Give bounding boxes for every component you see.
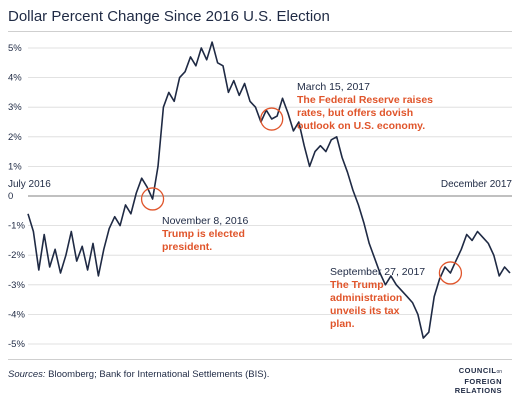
- logo-line-1: COUNCIL: [458, 366, 497, 375]
- y-tick-label: -5%: [8, 339, 25, 350]
- source-text: Bloomberg; Bank for International Settle…: [45, 369, 270, 380]
- logo-line-1-small: on: [496, 369, 502, 375]
- annotation-circle: [438, 261, 463, 285]
- y-tick-label: -4%: [8, 309, 25, 320]
- grid-lines: [28, 47, 512, 345]
- annotation-text: plan.: [330, 318, 355, 330]
- y-tick-label: 1%: [8, 161, 22, 172]
- y-tick-label: -3%: [8, 280, 25, 291]
- cfr-logo: COUNCILon FOREIGN RELATIONS: [455, 366, 502, 395]
- chart-title: Dollar Percent Change Since 2016 U.S. El…: [8, 8, 330, 25]
- annotation-text: The Trump: [330, 279, 384, 291]
- annotation-date: September 27, 2017: [330, 266, 425, 278]
- x-start-label: July 2016: [8, 179, 51, 190]
- annotation-text: president.: [162, 241, 212, 253]
- y-tick-label: 2%: [8, 132, 22, 143]
- y-tick-label: 0: [8, 191, 13, 202]
- annotation-text: rates, but offers dovish: [297, 107, 413, 119]
- y-tick-label: 4%: [8, 73, 22, 84]
- annotation-text: administration: [330, 292, 402, 304]
- annotation-circle: [260, 107, 284, 131]
- annotation-date: November 8, 2016: [162, 215, 249, 227]
- annotation-date: March 15, 2017: [297, 81, 370, 93]
- source-divider: [8, 359, 512, 360]
- annotation-text: Trump is elected: [162, 228, 245, 240]
- series-line: [27, 41, 511, 339]
- y-tick-label: 3%: [8, 102, 22, 113]
- annotation-text: unveils its tax: [330, 305, 400, 317]
- logo-line-2: FOREIGN: [464, 377, 502, 386]
- source-label: Sources:: [8, 369, 46, 380]
- logo-line-3: RELATIONS: [454, 386, 502, 395]
- annotation-text: outlook on U.S. economy.: [297, 120, 425, 132]
- y-tick-label: 5%: [8, 43, 22, 54]
- y-axis-ticks: 5% 4% 3% 2% 1% 0 -1% -2% -3% -4% -5%: [8, 43, 25, 350]
- source-note: Sources: Bloomberg; Bank for Internation…: [8, 369, 269, 380]
- y-tick-label: -2%: [8, 250, 25, 261]
- title-divider: [8, 31, 512, 32]
- annotation-circle: [140, 187, 165, 211]
- annotation-text: The Federal Reserve raises: [297, 94, 433, 106]
- y-tick-label: -1%: [8, 221, 25, 232]
- x-end-label: December 2017: [441, 179, 513, 190]
